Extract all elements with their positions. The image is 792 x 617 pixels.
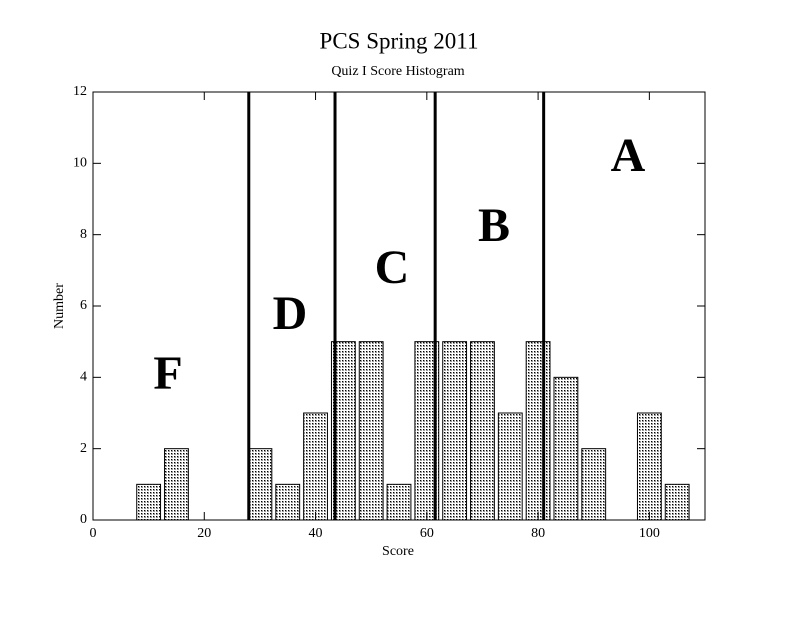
- bar: [136, 483, 162, 521]
- y-tick-label: 4: [80, 370, 87, 385]
- grade-label: C: [375, 241, 410, 294]
- y-tick-label: 12: [73, 84, 87, 99]
- bar: [247, 448, 273, 521]
- y-tick-label: 10: [73, 156, 87, 171]
- x-tick-label: 60: [420, 526, 434, 541]
- chart-subtitle: Quiz I Score Histogram: [331, 64, 464, 79]
- bar: [358, 341, 384, 521]
- y-tick-label: 8: [80, 227, 87, 242]
- bar: [636, 412, 662, 521]
- grade-label: A: [611, 129, 646, 182]
- x-tick-label: 100: [639, 526, 660, 541]
- bar: [303, 412, 328, 521]
- x-axis-label: Score: [382, 544, 414, 559]
- chart-title: PCS Spring 2011: [320, 28, 479, 53]
- y-axis-label: Number: [52, 283, 67, 329]
- bar: [275, 483, 301, 521]
- grade-label: D: [273, 287, 308, 340]
- x-tick-label: 40: [309, 526, 323, 541]
- y-tick-label: 2: [80, 441, 87, 456]
- bar: [581, 448, 607, 521]
- bar: [470, 341, 495, 521]
- y-tick-label: 0: [80, 512, 87, 527]
- y-tick-label: 6: [80, 298, 87, 313]
- bar: [664, 483, 690, 521]
- bar: [525, 341, 551, 521]
- x-tick-label: 20: [197, 526, 211, 541]
- grade-label: B: [478, 199, 510, 252]
- bar: [386, 483, 412, 521]
- grade-label: F: [153, 347, 182, 400]
- bar: [164, 448, 189, 521]
- x-tick-label: 80: [531, 526, 545, 541]
- bar: [553, 376, 579, 521]
- x-tick-label: 0: [90, 526, 97, 541]
- bar: [442, 341, 468, 521]
- bar: [497, 412, 523, 521]
